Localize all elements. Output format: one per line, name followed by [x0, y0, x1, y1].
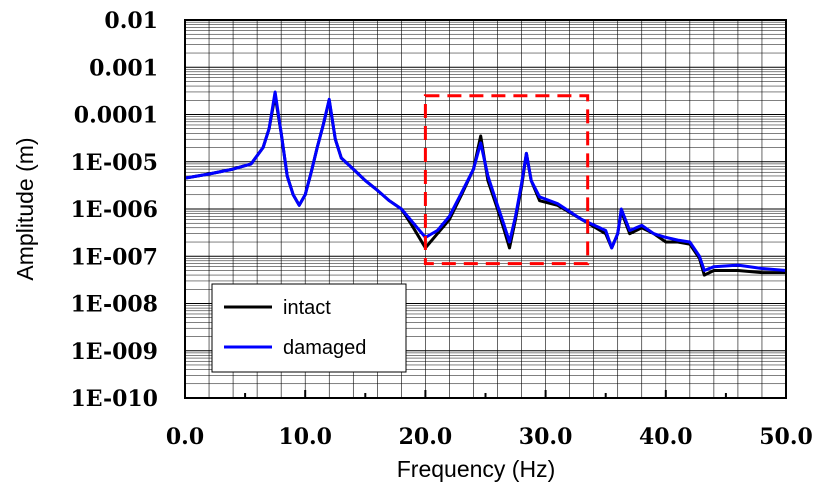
- x-tick-label: 10.0: [278, 424, 332, 450]
- legend-label-damaged: damaged: [283, 337, 366, 359]
- x-tick-label: 50.0: [759, 424, 813, 450]
- y-tick-label: 1E-008: [70, 292, 158, 318]
- series-line-intact: [184, 94, 786, 277]
- y-tick-label: 0.0001: [74, 103, 158, 129]
- y-tick-label: 1E-007: [70, 244, 158, 270]
- series-line-damaged: [184, 90, 787, 272]
- tick-labels: 0.0 10.0 20.0 30.0 40.0 50.01E-0101E-0091E-00…: [70, 8, 812, 450]
- x-axis-title: Frequency (Hz): [397, 456, 555, 482]
- legend: intact damaged: [211, 283, 407, 373]
- plot-frame: [184, 19, 787, 399]
- highlight-box: [423, 94, 590, 266]
- x-tick-label: 0.0: [166, 424, 204, 450]
- x-tick-label: 30.0: [519, 424, 573, 450]
- y-tick-label: 0.001: [89, 55, 158, 81]
- y-tick-label: 1E-006: [70, 197, 158, 223]
- legend-box: [211, 283, 407, 373]
- data-series: [184, 90, 787, 277]
- legend-label-intact: intact: [283, 297, 331, 319]
- x-tick-label: 20.0: [399, 424, 453, 450]
- x-tick-label: 40.0: [639, 424, 693, 450]
- y-tick-label: 1E-005: [70, 150, 158, 176]
- y-tick-label: 0.01: [104, 8, 158, 34]
- y-axis-title: Amplitude (m): [12, 137, 38, 280]
- y-tick-label: 1E-009: [70, 339, 158, 365]
- y-tick-label: 1E-010: [70, 386, 158, 412]
